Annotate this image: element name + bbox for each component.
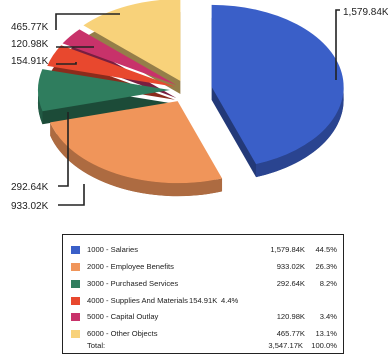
legend-total-label: Total: — [87, 341, 106, 350]
legend-item-5: 5000 - Capital Outlay 120.98K 3.4% — [71, 310, 339, 324]
pie-slice-2 — [50, 101, 223, 197]
callout-label-3: 292.64K — [11, 182, 49, 193]
legend-percent-3: 8.2% — [319, 279, 337, 288]
legend-label-6: 6000 - Other Objects — [87, 329, 158, 338]
pie-slice-6-top — [83, 0, 181, 82]
pie-slice-1-side — [256, 86, 344, 178]
callout-label-4: 154.91K — [11, 56, 49, 67]
legend-swatch-6 — [71, 330, 80, 338]
callout-label-5: 120.98K — [11, 39, 49, 50]
pie-slice-3-top — [38, 69, 171, 112]
callout-line-2 — [58, 184, 85, 206]
callout-label-6: 465.77K — [11, 22, 49, 33]
legend-item-3: 3000 - Purchased Services 292.64K 8.2% — [71, 277, 339, 291]
pie-slice-4-top — [47, 45, 175, 87]
pie-chart: 1,579.84K 465.77K 120.98K 154.91K 292.64K 933… — [11, 0, 388, 212]
legend-swatch-4 — [71, 297, 80, 305]
legend-item-2: 2000 - Employee Benefits 933.02K 26.3% — [71, 260, 339, 274]
legend-value-5: 120.98K — [276, 312, 305, 321]
legend-percent-5: 3.4% — [319, 312, 337, 321]
legend-percent-4: 4.4% — [221, 296, 239, 305]
legend-value-2: 933.02K — [276, 262, 305, 271]
legend-label-2: 2000 - Employee Benefits — [87, 262, 174, 271]
legend-swatch-5 — [71, 313, 80, 321]
legend-value-6: 465.77K — [276, 329, 305, 338]
legend-total-value: 3,547.17K — [268, 341, 303, 350]
legend: 1000 - Salaries 1,579.84K 44.5% 2000 - Empl… — [62, 234, 344, 354]
pie-slice-1 — [211, 4, 344, 178]
pie-slice-2-top — [50, 101, 223, 184]
legend-value-1: 1,579.84K — [270, 245, 305, 254]
legend-label-3: 3000 - Purchased Services — [87, 279, 179, 288]
legend-item-6: 6000 - Other Objects 465.77K 13.1% — [71, 327, 339, 341]
callout-label-2: 933.02K — [11, 201, 49, 212]
legend-percent-2: 26.3% — [315, 262, 337, 271]
legend-item-1: 1000 - Salaries 1,579.84K 44.5% — [71, 243, 339, 257]
pie-slice-3-side — [38, 90, 43, 125]
legend-percent-1: 44.5% — [315, 245, 337, 254]
legend-total-percent: 100.0% — [311, 341, 337, 350]
legend-item-4: 4000 - Supplies And Materials 154.91K 4.4% — [71, 294, 339, 308]
legend-percent-6: 13.1% — [315, 329, 337, 338]
pie-slice-2-side — [50, 122, 223, 197]
callout-line-3 — [58, 112, 69, 187]
legend-label-5: 5000 - Capital Outlay — [87, 312, 159, 321]
callout-line-4 — [56, 62, 77, 65]
legend-value-4: 154.91K — [189, 296, 218, 305]
callout-label-1: 1,579.84K — [343, 7, 388, 18]
pie-slice-3 — [38, 69, 171, 125]
legend-label-4: 4000 - Supplies And Materials — [87, 296, 188, 305]
pie-slice-5-top — [62, 29, 177, 85]
pie-slice-1-top — [211, 4, 344, 165]
callout-line-6 — [55, 13, 120, 30]
legend-value-3: 292.64K — [276, 279, 305, 288]
legend-total-row: Total: 3,547.17K 100.0% — [71, 339, 339, 353]
legend-label-1: 1000 - Salaries — [87, 245, 139, 254]
pie-chart-svg: 1,579.84K 465.77K 120.98K 154.91K 292.64K 933… — [11, 0, 388, 212]
legend-swatch-1 — [71, 246, 80, 254]
legend-swatch-2 — [71, 263, 80, 271]
legend-swatch-3 — [71, 280, 80, 288]
callout-line-1 — [335, 9, 340, 80]
